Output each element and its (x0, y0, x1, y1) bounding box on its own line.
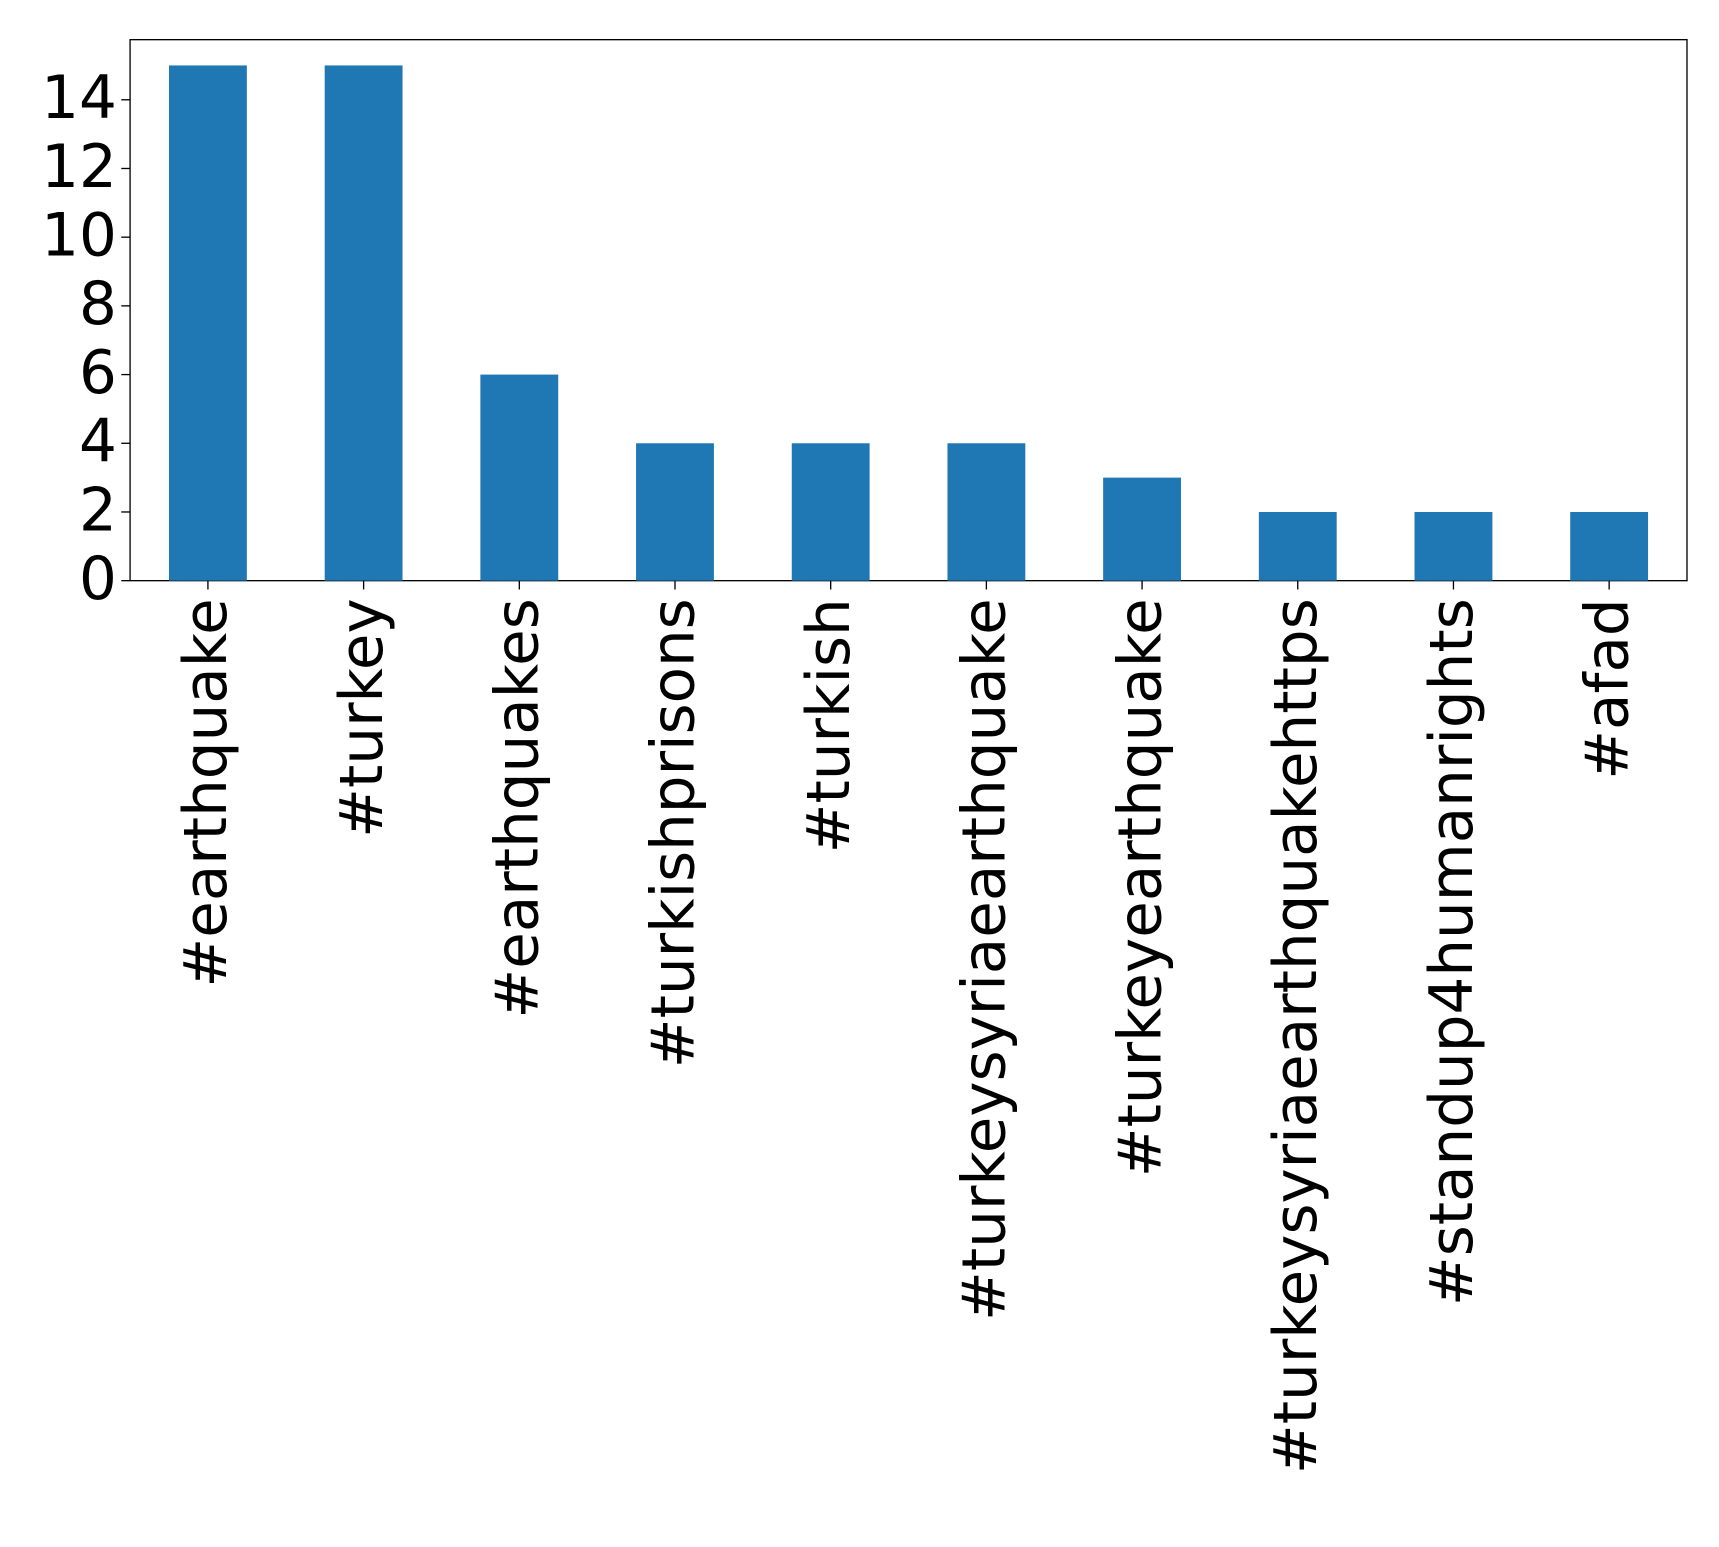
bar (947, 443, 1026, 581)
x-tick-label: #earthquakes (484, 598, 553, 1018)
x-tick-label: #turkey (328, 598, 397, 838)
bar (1103, 477, 1181, 581)
bar (1258, 511, 1337, 581)
plot-frame (129, 39, 1688, 582)
bar (1414, 511, 1493, 581)
x-tick-label: #afad (1573, 598, 1642, 780)
bar (636, 443, 714, 581)
x-tick-label: #turkeysyriaearthquakehttps (1262, 598, 1331, 1474)
y-tick-label: 0 (79, 545, 117, 614)
y-tick-label: 8 (79, 270, 117, 339)
x-tick-label: #turkeyearthquake (1106, 598, 1175, 1177)
bar (1570, 511, 1649, 581)
x-tick-label: #turkish (795, 598, 864, 853)
y-tick-label: 4 (79, 408, 117, 477)
bar (168, 65, 247, 581)
y-tick-label: 10 (41, 201, 117, 270)
y-tick-label: 2 (79, 476, 117, 545)
y-tick-label: 6 (79, 339, 117, 408)
y-tick-label: 12 (41, 133, 117, 202)
bar (480, 374, 559, 581)
x-tick-label: #turkishprisons (639, 598, 708, 1068)
bar (324, 65, 403, 581)
x-tick-label: #turkeysyriaearthquake (951, 598, 1020, 1321)
x-tick-label: #earthquake (172, 598, 241, 987)
y-tick-label: 14 (41, 64, 117, 133)
x-tick-label: #standup4humanrights (1418, 598, 1487, 1306)
bar (791, 443, 870, 581)
